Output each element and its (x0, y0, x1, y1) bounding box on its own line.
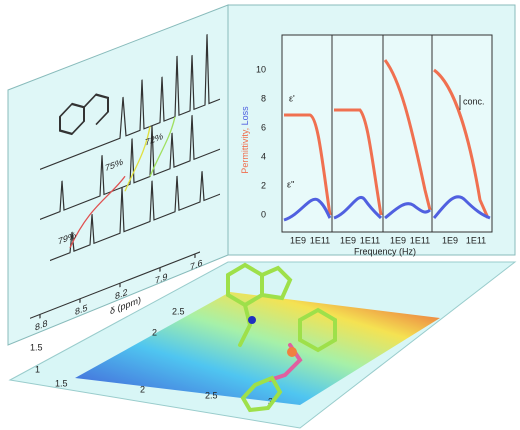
y-tick-label: 6 (261, 122, 266, 132)
x-tick-label: 1E9 (290, 235, 306, 245)
y-tick-label: 1.5 (30, 342, 43, 352)
y-tick-label: 2 (261, 180, 266, 190)
dielectric-chart: 0 2 4 6 8 10 Permittivity, Loss ε' ε'' c… (240, 34, 493, 256)
x-tick-label: 2 (140, 384, 145, 394)
annotation: conc. (463, 96, 485, 106)
x-tick-label: 1E11 (310, 235, 330, 245)
x-tick-label: 1E11 (360, 235, 380, 245)
x-tick-label: 1.5 (55, 378, 68, 388)
y-tick-label: 1 (35, 364, 40, 374)
x-tick-label: 1E11 (466, 235, 486, 245)
x-axis-label: Frequency (Hz) (354, 246, 416, 256)
x-tick-label: 2.5 (205, 390, 218, 400)
x-tick-label: 1E9 (390, 235, 406, 245)
y-axis-label: Permittivity, Loss (240, 106, 250, 174)
annotation: ε' (289, 93, 295, 103)
molecule (226, 262, 337, 413)
x-tick-label: 1E9 (442, 235, 458, 245)
annotation: ε'' (287, 179, 295, 189)
heatmap (75, 292, 440, 405)
y-tick-label: 8 (261, 93, 266, 103)
nmr-content: 79% 75% 72% 8.8 8.5 8.2 7.9 7.6 δ (ppm) (30, 34, 220, 333)
y-tick-label: 0 (261, 209, 266, 219)
x-tick-label: 1E11 (410, 235, 430, 245)
y-tick-label: 2.5 (172, 306, 185, 316)
y-axis-label-part: Loss (240, 106, 250, 126)
y-tick-label: 10 (256, 64, 266, 74)
x-tick-label: 1E9 (340, 235, 356, 245)
y-axis-label-part: Permittivity, (240, 128, 250, 174)
y-tick-label: 4 (261, 151, 266, 161)
y-tick-label: 2 (152, 327, 157, 337)
